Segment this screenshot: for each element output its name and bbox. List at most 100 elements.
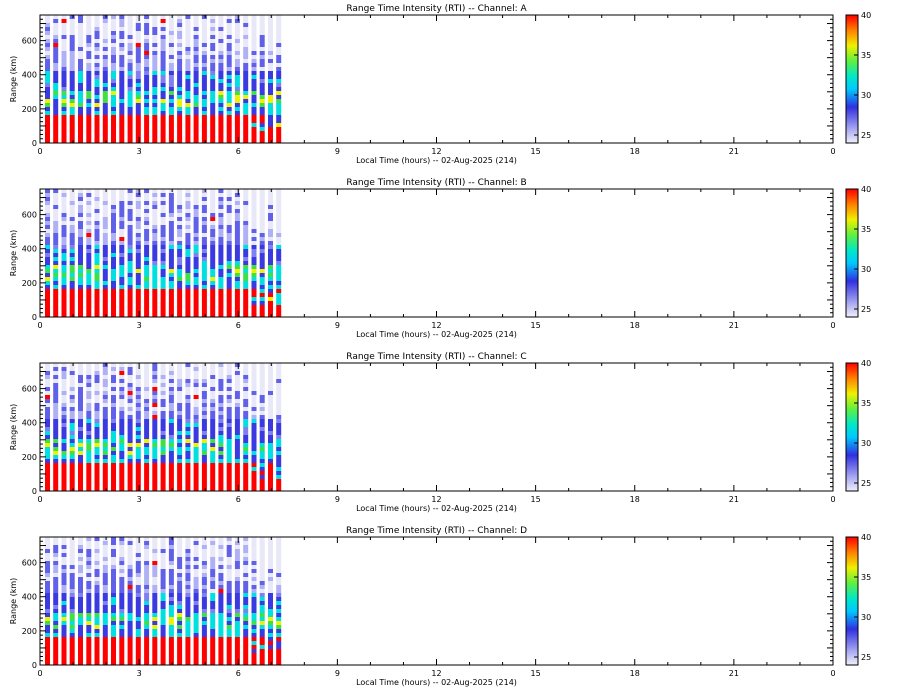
heatmap-cell: [160, 197, 166, 201]
heatmap-cell: [218, 241, 224, 245]
heatmap-cell: [210, 15, 216, 19]
heatmap-cell: [102, 139, 108, 143]
heatmap-cell: [135, 431, 141, 435]
heatmap-cell: [218, 625, 224, 629]
x-tick-label: 3: [137, 495, 142, 504]
heatmap-cell: [234, 475, 240, 479]
heatmap-cell: [69, 253, 75, 257]
heatmap-cell: [218, 475, 224, 479]
heatmap-cell: [243, 305, 249, 309]
heatmap-cell: [61, 479, 67, 483]
heatmap-cell: [276, 553, 282, 557]
heatmap-cell: [135, 71, 141, 75]
heatmap-cell: [201, 115, 207, 119]
heatmap-cell: [268, 475, 273, 479]
heatmap-cell: [94, 249, 100, 253]
heatmap-cell: [45, 415, 50, 419]
heatmap-cell: [135, 657, 141, 661]
heatmap-cell: [86, 593, 92, 597]
heatmap-cell: [69, 59, 75, 63]
heatmap-cell: [218, 107, 224, 111]
heatmap-cell: [45, 383, 50, 387]
heatmap-cell: [276, 51, 282, 55]
heatmap-cell: [86, 475, 92, 479]
heatmap-cell: [127, 561, 133, 565]
heatmap-cell: [111, 487, 116, 491]
heatmap-cell: [78, 15, 83, 19]
heatmap-cell: [210, 617, 216, 621]
heatmap-cell: [210, 241, 216, 245]
heatmap-cell: [259, 233, 265, 237]
heatmap-cell: [259, 59, 265, 63]
heatmap-cell: [135, 625, 141, 629]
heatmap-cell: [152, 313, 158, 317]
heatmap-cell: [201, 471, 207, 475]
heatmap-cell: [127, 233, 133, 237]
heatmap-cell: [61, 617, 67, 621]
heatmap-cell: [234, 237, 240, 241]
heatmap-cell: [259, 415, 265, 419]
heatmap-cell: [276, 617, 282, 621]
heatmap-cell: [152, 43, 158, 47]
heatmap-cell: [234, 47, 240, 51]
heatmap-cell: [276, 257, 282, 261]
colorbar-tick-label: 25: [861, 131, 871, 140]
heatmap-cell: [144, 375, 150, 379]
heatmap-cell: [69, 27, 75, 31]
heatmap-cell: [218, 277, 224, 281]
heatmap-cell: [160, 641, 166, 645]
heatmap-cell: [177, 51, 183, 55]
heatmap-cell: [102, 427, 108, 431]
heatmap-cell: [86, 395, 92, 399]
heatmap-cell: [102, 55, 108, 59]
heatmap-cell: [251, 455, 257, 459]
heatmap-cell: [94, 257, 100, 261]
heatmap-cell: [193, 471, 199, 475]
heatmap-cell: [144, 597, 150, 601]
heatmap-cell: [193, 537, 199, 541]
heatmap-cell: [152, 15, 158, 19]
heatmap-cell: [119, 471, 125, 475]
heatmap-cell: [94, 375, 100, 379]
heatmap-cell: [276, 123, 282, 127]
heatmap-cell: [218, 657, 224, 661]
heatmap-cell: [251, 99, 257, 103]
heatmap-cell: [210, 537, 216, 541]
heatmap-cell: [135, 237, 141, 241]
heatmap-cell: [210, 581, 216, 585]
heatmap-cell: [210, 641, 216, 645]
heatmap-cell: [53, 479, 59, 483]
heatmap-cell: [243, 581, 249, 585]
heatmap-cell: [251, 467, 257, 471]
heatmap-cell: [201, 637, 207, 641]
heatmap-cell: [243, 463, 249, 467]
heatmap-cell: [78, 23, 83, 27]
heatmap-cell: [111, 549, 116, 553]
heatmap-cell: [259, 213, 265, 217]
x-tick-label: 6: [236, 321, 241, 330]
heatmap-cell: [251, 581, 257, 585]
heatmap-cell: [86, 399, 92, 403]
heatmap-cell: [152, 487, 158, 491]
heatmap-cell: [168, 483, 174, 487]
heatmap-cell: [226, 269, 232, 273]
heatmap-cell: [234, 597, 240, 601]
heatmap-cell: [226, 277, 232, 281]
heatmap-cell: [218, 269, 224, 273]
heatmap-cell: [69, 217, 75, 221]
heatmap-cell: [160, 111, 166, 115]
heatmap-cell: [259, 577, 265, 581]
heatmap-cell: [135, 31, 141, 35]
heatmap-cell: [251, 15, 257, 19]
heatmap-cell: [119, 257, 125, 261]
heatmap-cell: [226, 15, 232, 19]
heatmap-cell: [185, 241, 191, 245]
heatmap-cell: [234, 257, 240, 261]
heatmap-cell: [144, 371, 150, 375]
heatmap-cell: [102, 637, 108, 641]
heatmap-cell: [210, 273, 216, 277]
heatmap-cell: [69, 237, 75, 241]
heatmap-cell: [177, 229, 183, 233]
heatmap-cell: [152, 139, 158, 143]
heatmap-cell: [276, 411, 282, 415]
